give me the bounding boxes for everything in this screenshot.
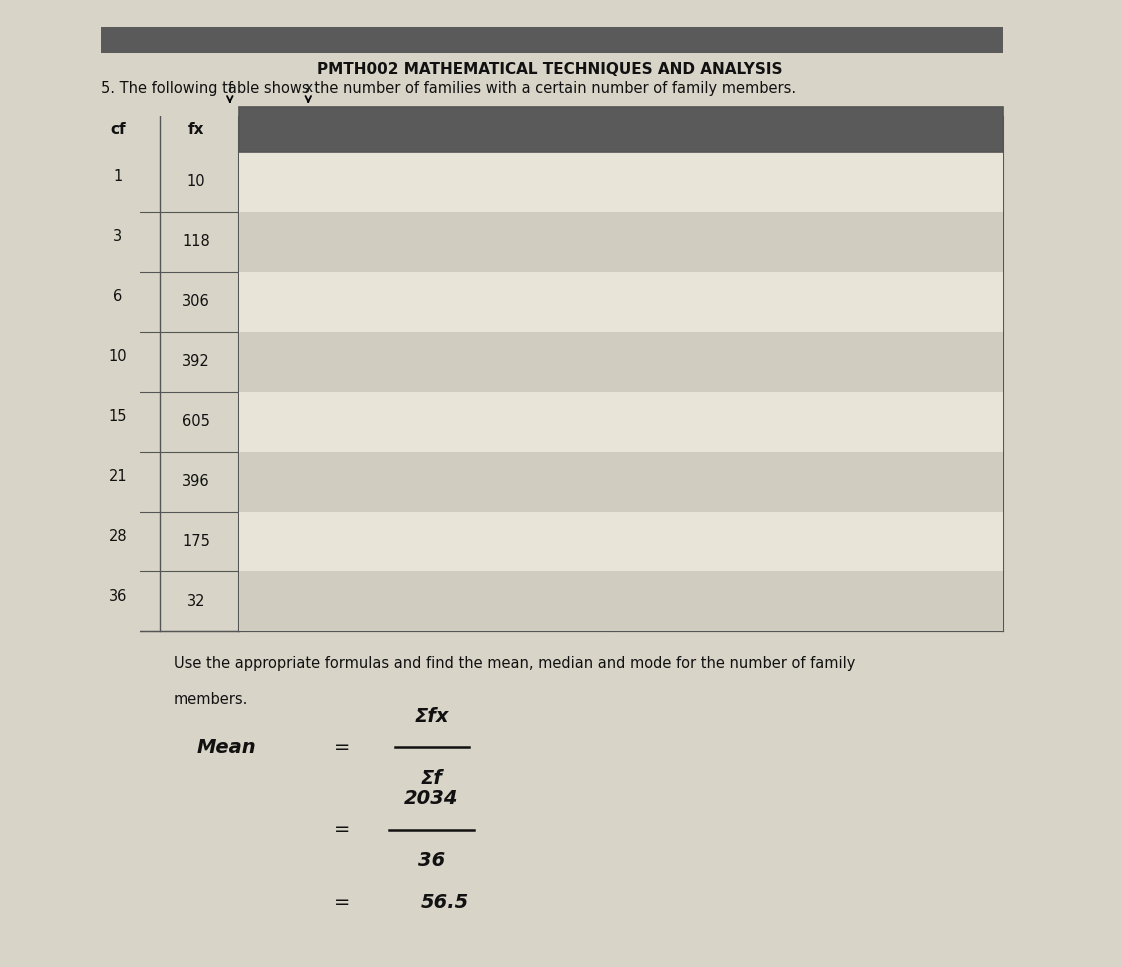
Text: x: x [304, 81, 313, 95]
Text: Use the appropriate formulas and find the mean, median and mode for the number o: Use the appropriate formulas and find th… [174, 656, 855, 671]
Text: 8: 8 [374, 594, 386, 609]
Text: NUMBER OF FAMILIES: NUMBER OF FAMILIES [714, 122, 900, 137]
Text: 2: 2 [374, 234, 386, 249]
Text: NUMBER OF MEMBERS: NUMBER OF MEMBERS [328, 122, 521, 137]
Text: Mean: Mean [196, 738, 256, 757]
Text: 21: 21 [109, 469, 127, 484]
Text: 4: 4 [374, 354, 386, 369]
Text: 7: 7 [374, 534, 386, 549]
Text: 36: 36 [109, 589, 127, 604]
Text: =: = [334, 893, 350, 912]
Text: 36: 36 [418, 851, 445, 870]
Text: 605: 605 [183, 414, 210, 429]
Text: 1: 1 [113, 169, 122, 185]
Text: 66: 66 [819, 467, 840, 482]
Text: cf: cf [110, 122, 126, 137]
Text: 2034: 2034 [405, 789, 458, 808]
Text: 10: 10 [109, 349, 127, 365]
Text: 3: 3 [113, 229, 122, 245]
Text: 3: 3 [376, 294, 385, 309]
Text: f: f [228, 81, 232, 95]
Text: 59: 59 [819, 227, 840, 242]
Text: 15: 15 [109, 409, 127, 425]
Text: 98: 98 [819, 347, 840, 362]
Text: 118: 118 [183, 234, 210, 249]
Text: 306: 306 [183, 294, 210, 309]
Text: =: = [334, 738, 350, 757]
Text: Σfx: Σfx [415, 707, 448, 726]
Text: 10: 10 [187, 174, 205, 190]
Text: 396: 396 [183, 474, 210, 489]
Text: 32: 32 [187, 594, 205, 609]
Text: =: = [334, 820, 350, 839]
Text: members.: members. [174, 692, 248, 708]
Text: 102: 102 [814, 287, 845, 302]
Text: 25: 25 [819, 527, 840, 542]
Text: 6: 6 [374, 474, 386, 489]
Text: 28: 28 [109, 529, 127, 544]
Text: 175: 175 [183, 534, 210, 549]
Text: PMTH002 MATHEMATICAL TECHNIQUES AND ANALYSIS: PMTH002 MATHEMATICAL TECHNIQUES AND ANAL… [316, 62, 782, 77]
Text: fx: fx [188, 122, 204, 137]
Text: 1: 1 [374, 174, 386, 190]
Text: 392: 392 [183, 354, 210, 369]
Text: 56.5: 56.5 [420, 893, 469, 912]
Text: 6: 6 [113, 289, 122, 305]
Text: 4: 4 [824, 587, 835, 601]
Text: 5: 5 [374, 414, 386, 429]
Text: 5. The following table shows the number of families with a certain number of fam: 5. The following table shows the number … [101, 81, 796, 97]
Text: 121: 121 [814, 407, 845, 422]
Text: Σf: Σf [420, 769, 443, 788]
Text: CHAPTER 2: MEASURES OF CENTRAL TENDENCY: CHAPTER 2: MEASURES OF CENTRAL TENDENCY [328, 31, 776, 49]
Text: 10: 10 [819, 167, 840, 182]
